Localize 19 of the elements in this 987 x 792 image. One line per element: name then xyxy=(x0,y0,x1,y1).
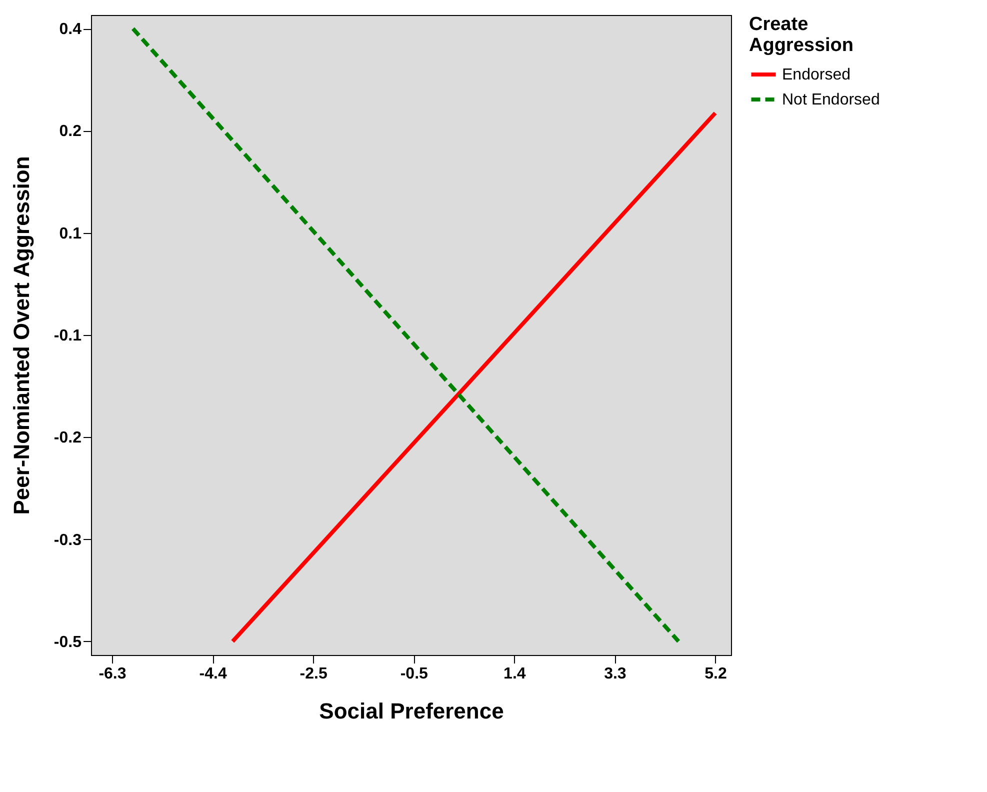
y-tick-label: 0.1 xyxy=(59,225,82,242)
legend-label: Endorsed xyxy=(782,66,850,84)
y-tick-label: -0.2 xyxy=(54,430,82,447)
y-tick-label: -0.3 xyxy=(54,532,82,549)
x-tick-label: 5.2 xyxy=(704,666,727,682)
y-axis-title: Peer-Nomianted Overt Aggression xyxy=(8,156,34,515)
x-tick-label: -2.5 xyxy=(300,666,328,682)
legend-title: Create Aggression xyxy=(749,14,854,56)
y-tick-label: -0.1 xyxy=(54,328,82,344)
x-tick-label: -0.5 xyxy=(400,666,428,682)
y-tick-label: 0.4 xyxy=(59,21,82,38)
x-axis-title: Social Preference xyxy=(319,698,504,724)
x-tick-label: 1.4 xyxy=(504,666,526,682)
x-tick-label: -4.4 xyxy=(199,666,227,682)
legend-label: Not Endorsed xyxy=(782,92,880,108)
y-tick-label: 0.2 xyxy=(59,123,82,140)
y-tick-label: -0.5 xyxy=(54,634,82,651)
x-tick-label: 3.3 xyxy=(604,666,626,682)
x-tick-label: -6.3 xyxy=(98,666,126,682)
